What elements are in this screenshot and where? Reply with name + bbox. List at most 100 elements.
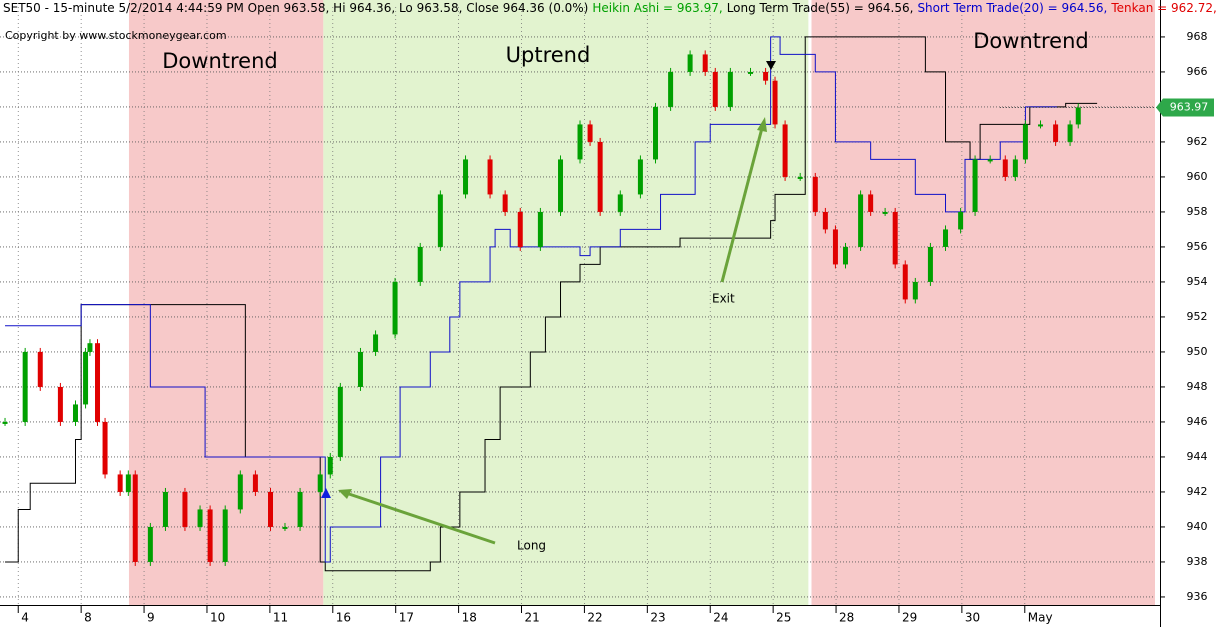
y-tick-label: 940 [1187,520,1208,533]
y-tick-label: 968 [1187,30,1208,43]
candle [83,351,89,405]
candle [1002,159,1008,177]
candle [72,404,78,422]
header-part: Heikin Ashi = 963.97, [592,1,722,15]
x-tick-label: 22 [587,611,602,625]
candle [597,141,603,212]
x-tick-label: 9 [147,611,155,625]
candle [858,194,864,247]
x-tick-label: 25 [776,611,791,625]
candle [782,124,788,177]
decorations [321,61,776,545]
candle [653,106,659,160]
candle [392,281,398,335]
copyright: Copyright by www.stockmoneygear.com [5,29,227,42]
candle [747,71,753,74]
candle [87,343,93,352]
candle [297,491,303,527]
candle [132,474,138,562]
x-tick-label: 17 [399,611,414,625]
candle [842,246,848,265]
candle [268,491,274,527]
candle [517,211,523,247]
arrow-exit [720,127,764,283]
candle [797,176,803,179]
candle [2,421,8,424]
y-tick-label: 952 [1187,310,1208,323]
y-tick-label: 938 [1187,555,1208,568]
header-part: Short Term Trade(20) = 964.56, [917,1,1107,15]
candle [357,351,363,387]
grid [0,7,1165,613]
region-label: Downtrend [973,29,1088,53]
candle [22,351,28,422]
trend-region [323,0,809,605]
candle [1022,124,1028,160]
candle [337,386,343,457]
candle [668,71,674,107]
candle [712,71,718,107]
candle [95,343,101,422]
y-tick-label: 948 [1187,380,1208,393]
candle [373,334,379,352]
candle [812,176,818,212]
last-price-label: 963.97 [1170,100,1209,113]
x-tick-label: 28 [839,611,854,625]
candle [37,351,43,387]
candle [1038,124,1044,127]
x-tick-label: 21 [525,611,540,625]
arrowhead [757,117,767,132]
candle [832,229,838,265]
header-part: SET50 - 15-minute 5/2/2014 4:44:59 PM Op… [3,1,588,15]
step-line [5,36,1057,563]
candle [162,491,168,527]
candle [868,194,874,212]
arrow-long [345,491,496,545]
candle [687,54,693,72]
candle [437,194,443,247]
y-tick-label: 944 [1187,450,1208,463]
candle [1075,107,1081,125]
candle [327,456,333,475]
candle [927,246,933,282]
candle [882,211,888,214]
candle [125,474,131,492]
y-tick-label: 942 [1187,485,1208,498]
y-tick-label: 936 [1187,590,1208,603]
header-part: Long Term Trade(55) = 964.56, [727,1,914,15]
candle [617,194,623,212]
candle [417,246,423,282]
candle [207,509,213,562]
trend-region [128,0,324,605]
arrowhead [338,489,352,499]
x-tick-label: 24 [713,611,728,625]
candle [958,211,964,230]
candle [317,474,323,492]
candle [727,71,733,107]
y-tick-label: 966 [1187,65,1208,78]
candle [102,421,108,475]
candle [702,54,708,72]
step-line [5,36,1098,572]
annotation: Long [517,539,546,553]
candle [463,159,469,195]
candle [117,474,123,492]
candle [1012,159,1018,177]
x-tick-label: 11 [273,611,288,625]
trend-region [811,0,1155,605]
header: SET50 - 15-minute 5/2/2014 4:44:59 PM Op… [3,1,1218,15]
y-tick-label: 954 [1187,275,1208,288]
candle [912,281,918,300]
candle [892,211,898,265]
candle [972,159,978,212]
candle [637,159,643,195]
candle [558,159,564,212]
candle [822,211,828,230]
candle [502,194,508,212]
y-tick-label: 960 [1187,170,1208,183]
candle [182,491,188,527]
candle [237,474,243,510]
y-tick-label: 958 [1187,205,1208,218]
x-tick-label: May [1028,611,1053,625]
candle [943,229,949,247]
